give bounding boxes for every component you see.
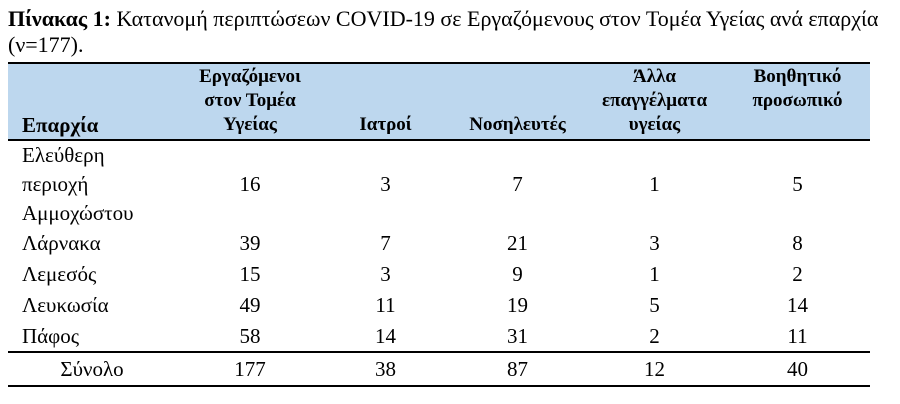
header-row: Επαρχία Εργαζόμενοι στον Τομέα Υγείας Ια… [8,62,870,141]
table-row-nicosia: Λευκωσία 49 11 19 5 14 [8,290,870,321]
table-footer: Σύνολο 177 38 87 12 40 [8,351,870,387]
header-cell-doctors: Ιατροί [320,62,451,141]
header-cell-health-workers: Εργαζόμενοι στον Τομέα Υγείας [180,62,320,141]
table-caption: Πίνακας 1: Κατανομή περιπτώσεων COVID-19… [8,6,888,58]
table-row-larnaca: Λάρνακα 39 7 21 3 8 [8,228,870,259]
value-cell: 7 [380,231,391,255]
value-cell: 1 [649,172,660,196]
value-cell: 31 [507,323,528,348]
table-header: Επαρχία Εργαζόμενοι στον Τομέα Υγείας Ια… [8,62,870,141]
covid-cases-table: Επαρχία Εργαζόμενοι στον Τομέα Υγείας Ια… [8,62,870,387]
header-cell-province: Επαρχία [8,62,180,141]
value-cell: 7 [512,172,523,196]
value-cell: 5 [792,172,803,196]
table-caption-number: Πίνακας 1: [8,6,112,31]
value-cell: 3 [649,231,660,255]
table-row-famagusta: Ελεύθερη περιοχή Αμμοχώστου 16 3 7 1 5 [8,140,870,228]
value-cell: 2 [792,262,803,286]
value-cell: 3 [380,262,391,286]
province-cell: Λευκωσία [22,293,109,317]
table-row-limassol: Λεμεσός 15 3 9 1 2 [8,259,870,290]
header-cell-nurses: Νοσηλευτές [451,62,584,141]
header-cell-other-professions: Άλλα επαγγέλματα υγείας [584,62,725,141]
value-cell: 39 [239,231,261,255]
value-cell: 14 [375,323,396,348]
province-cell: Λάρνακα [22,231,101,255]
total-value-cell: 177 [180,351,320,387]
header-cell-auxiliary-staff: Βοηθητικό προσωπικό [725,62,870,141]
table-body: Ελεύθερη περιοχή Αμμοχώστου 16 3 7 1 5 Λ… [8,140,870,352]
total-value-cell: 87 [451,351,584,387]
province-cell: Λεμεσός [22,262,97,286]
value-cell: 8 [792,231,803,255]
table-row-paphos: Πάφος 58 14 31 2 11 [8,321,870,352]
province-cell: Πάφος [22,323,80,348]
value-cell: 19 [507,293,528,317]
total-value-cell: 38 [320,351,451,387]
total-value-cell: 12 [584,351,725,387]
value-cell: 11 [375,293,396,317]
value-cell: 2 [649,323,660,348]
total-label-cell: Σύνολο [8,351,180,387]
value-cell: 3 [380,172,391,196]
province-cell: Ελεύθερη περιοχή Αμμοχώστου [22,143,134,225]
value-cell: 21 [507,231,528,255]
value-cell: 15 [239,262,261,286]
value-cell: 49 [239,293,261,317]
value-cell: 58 [239,323,261,348]
total-value-cell: 40 [725,351,870,387]
value-cell: 11 [787,323,808,348]
value-cell: 5 [649,293,660,317]
value-cell: 14 [787,293,808,317]
value-cell: 16 [239,172,261,196]
table-row-total: Σύνολο 177 38 87 12 40 [8,351,870,387]
table-caption-text: Κατανομή περιπτώσεων COVID-19 σε Εργαζόμ… [8,6,879,57]
value-cell: 1 [649,262,660,286]
value-cell: 9 [512,262,523,286]
